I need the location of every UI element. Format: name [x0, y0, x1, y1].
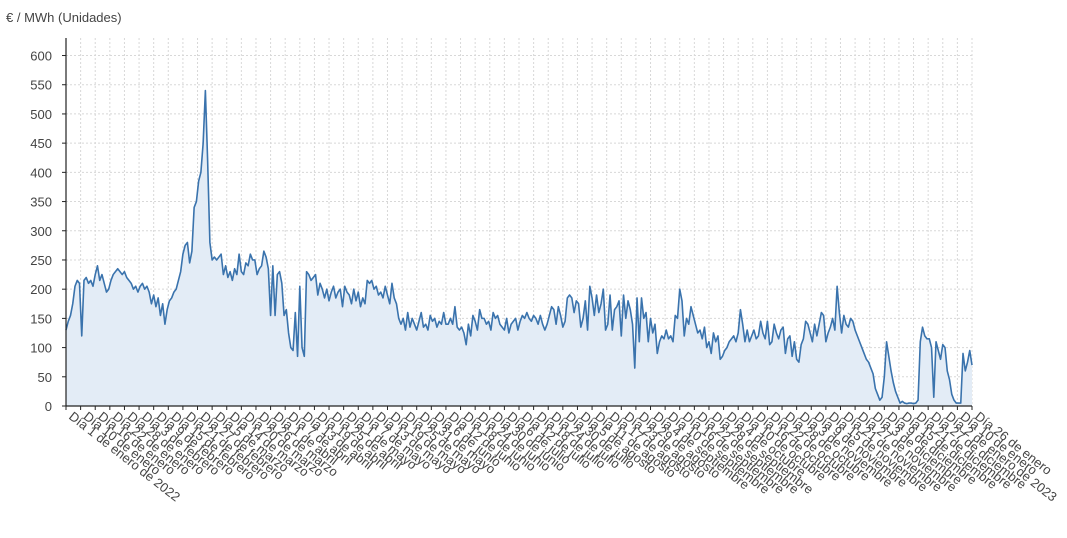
price-area — [66, 90, 972, 406]
y-tick-label: 0 — [45, 399, 52, 414]
y-tick-label: 500 — [30, 107, 52, 122]
y-tick-labels: 0 50 100 150 200 250 300 350 400 450 500 550 600 — [30, 49, 52, 414]
y-tick-label: 600 — [30, 49, 52, 64]
y-tick-label: 200 — [30, 282, 52, 297]
y-tick-label: 550 — [30, 78, 52, 93]
y-axis-unit-label: € / MWh (Unidades) — [6, 10, 122, 25]
y-tick-label: 250 — [30, 253, 52, 268]
y-tick-label: 450 — [30, 136, 52, 151]
y-tick-label: 100 — [30, 341, 52, 356]
price-line-layer — [65, 89, 973, 405]
grid-lines — [65, 38, 973, 407]
area-fill-layer — [66, 90, 972, 406]
y-tick-label: 300 — [30, 224, 52, 239]
price-series-line — [65, 89, 973, 405]
y-tick-label: 150 — [30, 311, 52, 326]
y-tick-label: 400 — [30, 165, 52, 180]
axes — [62, 38, 973, 410]
y-tick-label: 50 — [38, 370, 52, 385]
y-tick-label: 350 — [30, 195, 52, 210]
